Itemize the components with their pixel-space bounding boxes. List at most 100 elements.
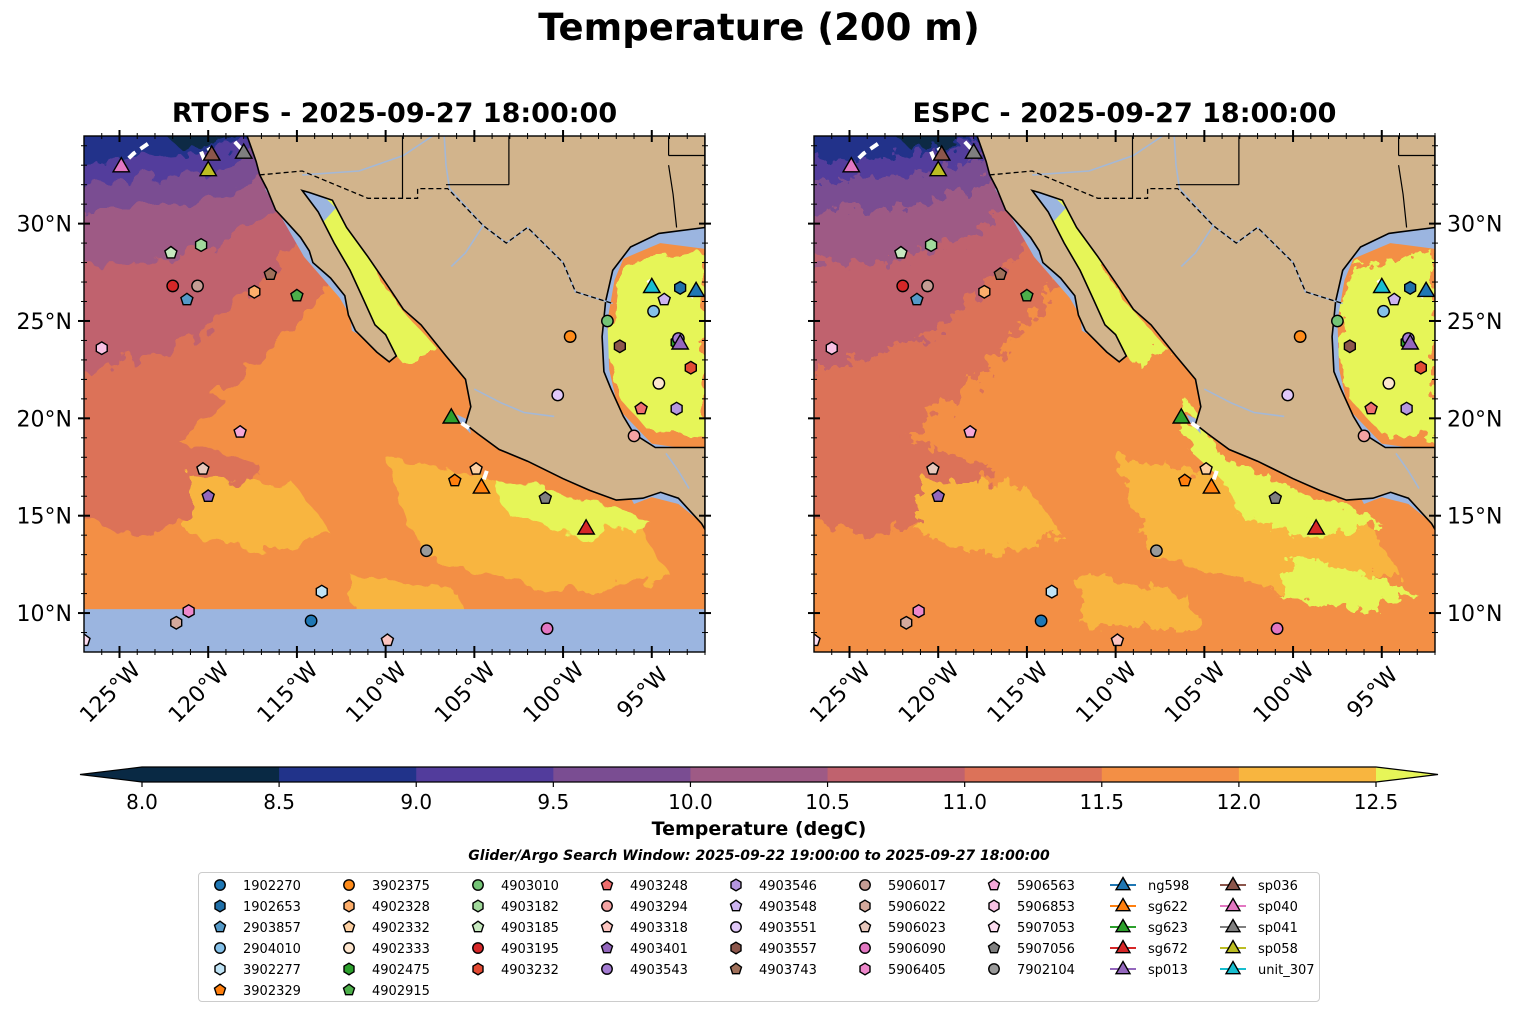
legend-marker-5906017 [859, 879, 871, 891]
legend-marker-4903543 [601, 963, 613, 975]
argo-4903546 [1400, 401, 1413, 416]
argo-5906853 [825, 341, 838, 356]
legend-marker-4902915 [342, 983, 356, 996]
glider-unit_307 [642, 277, 662, 294]
patch-12-5-a [492, 476, 652, 540]
argo-4903185 [164, 245, 178, 259]
glider-track-sp040 [119, 142, 150, 167]
legend-marker-ng598 [1114, 876, 1132, 891]
legend-label-5906022: 5906022 [888, 900, 946, 915]
glider-ng598 [1416, 280, 1435, 298]
colorbar-tick-label: 12.0 [1217, 790, 1262, 814]
colorbar-extend-low [80, 767, 142, 782]
temperature-field [814, 136, 1435, 652]
y-tick-label: 20°N [17, 407, 72, 432]
legend-marker-4902328 [343, 899, 355, 913]
argo-5906405 [912, 603, 925, 619]
legend-label-sg622: sg622 [1148, 900, 1188, 915]
colorbar-tick-label: 8.0 [126, 790, 158, 814]
colorbar-tick-label: 12.5 [1354, 790, 1399, 814]
search-window-caption: Glider/Argo Search Window: 2025-09-22 19… [468, 848, 1050, 864]
glider-track-sp041 [963, 140, 976, 153]
colorbar-segment [142, 767, 280, 782]
legend-label-4903401: 4903401 [630, 942, 688, 957]
argo-4902915 [290, 288, 304, 302]
argo-4902328 [978, 284, 991, 299]
y-tick-label: 30°N [1447, 213, 1502, 238]
colorbar-segment [553, 767, 691, 782]
glider-sg622 [1202, 477, 1221, 494]
argo-2903857 [180, 292, 194, 306]
argo-2903857 [910, 292, 924, 306]
river-conchos [1180, 225, 1214, 268]
legend-label-4903232: 4903232 [501, 963, 559, 978]
legend-marker-5906563 [987, 878, 1001, 891]
legend-label-4903318: 4903318 [630, 921, 688, 936]
state-border-az [304, 136, 305, 137]
gulf-california-warm [302, 194, 439, 364]
glider-sg672 [1306, 518, 1326, 535]
legend-label-5906853: 5906853 [1017, 900, 1075, 915]
argo-4903548 [1387, 292, 1402, 306]
argo-4903557 [1343, 339, 1357, 354]
argo-3902375 [563, 330, 577, 343]
argo-5906090 [1270, 622, 1284, 636]
state-border-la [668, 165, 678, 228]
colorbar-tick-label: 9.5 [537, 790, 569, 814]
legend-marker-5907056 [987, 941, 1001, 954]
argo-5907056 [538, 491, 553, 504]
legend-marker-2904010 [214, 942, 226, 954]
rtofs-domain-gap [84, 609, 705, 652]
argo-4902332 [1199, 461, 1213, 475]
river-gila [1032, 136, 1164, 176]
river-conchos [450, 225, 484, 268]
x-tick-label: 125°W [75, 658, 146, 729]
argo-5907056 [1268, 491, 1283, 504]
y-tick-label: 25°N [17, 310, 72, 335]
legend-label-4902333: 4902333 [372, 942, 430, 957]
legend-label-1902653: 1902653 [243, 900, 301, 915]
argo-4902328 [248, 284, 261, 299]
x-tick-label: 95°W [613, 662, 674, 723]
argo-1902653 [1403, 280, 1417, 296]
y-tick-label: 20°N [1447, 407, 1502, 432]
legend-marker-4903182 [472, 899, 484, 913]
argo-3902375 [1293, 330, 1307, 343]
gulf-mexico-warm [607, 252, 705, 438]
x-tick-label: 95°W [1343, 662, 1404, 723]
argo-4903546 [670, 401, 683, 416]
argo-7902104 [1150, 544, 1163, 558]
argo-4903551 [551, 388, 565, 402]
legend-label-ng598: ng598 [1148, 879, 1189, 894]
rtofs-map[interactable]: 125°W 120°W 115°W 110°W 105°W 100°W 95°W 10°N 15… [17, 126, 711, 728]
argo-4902332 [469, 461, 483, 475]
glider-sg623 [1171, 407, 1191, 424]
us-mexico-border [259, 170, 613, 305]
legend-marker-4903557 [730, 941, 742, 955]
argo-4903548 [657, 292, 672, 306]
state-border-az [1034, 136, 1035, 137]
legend-label-4903248: 4903248 [630, 879, 688, 894]
patch-12-b [1115, 457, 1400, 594]
x-tick-label: 100°W [1249, 658, 1320, 729]
legend-marker-1902270 [214, 879, 226, 891]
legend-label-4903743: 4903743 [759, 963, 817, 978]
argo-4902333 [1382, 376, 1396, 390]
legend-label-4902475: 4902475 [372, 963, 430, 978]
legend-label-4903557: 4903557 [759, 942, 817, 957]
x-tick-label: 110°W [342, 658, 413, 729]
espc-panel-title: ESPC - 2025-09-27 18:00:00 [912, 98, 1337, 129]
legend-label-4903195: 4903195 [501, 942, 559, 957]
legend-label-5906090: 5906090 [888, 942, 946, 957]
colorbar-tick-label: 11.0 [942, 790, 987, 814]
legend-marker-3902329 [213, 983, 227, 996]
legend-marker-5906090 [859, 942, 871, 954]
argo-4903185 [894, 245, 908, 259]
legend-label-3902329: 3902329 [243, 984, 301, 999]
patch-12-a [190, 476, 333, 555]
espc-map[interactable]: 125°W 120°W 115°W 110°W 105°W 100°W 95°W 10°N 15… [796, 126, 1502, 728]
river-lerma [473, 388, 555, 418]
legend-label-4903010: 4903010 [501, 879, 559, 894]
argo-4903743 [993, 267, 1008, 280]
legend-marker-2903857 [213, 920, 227, 933]
